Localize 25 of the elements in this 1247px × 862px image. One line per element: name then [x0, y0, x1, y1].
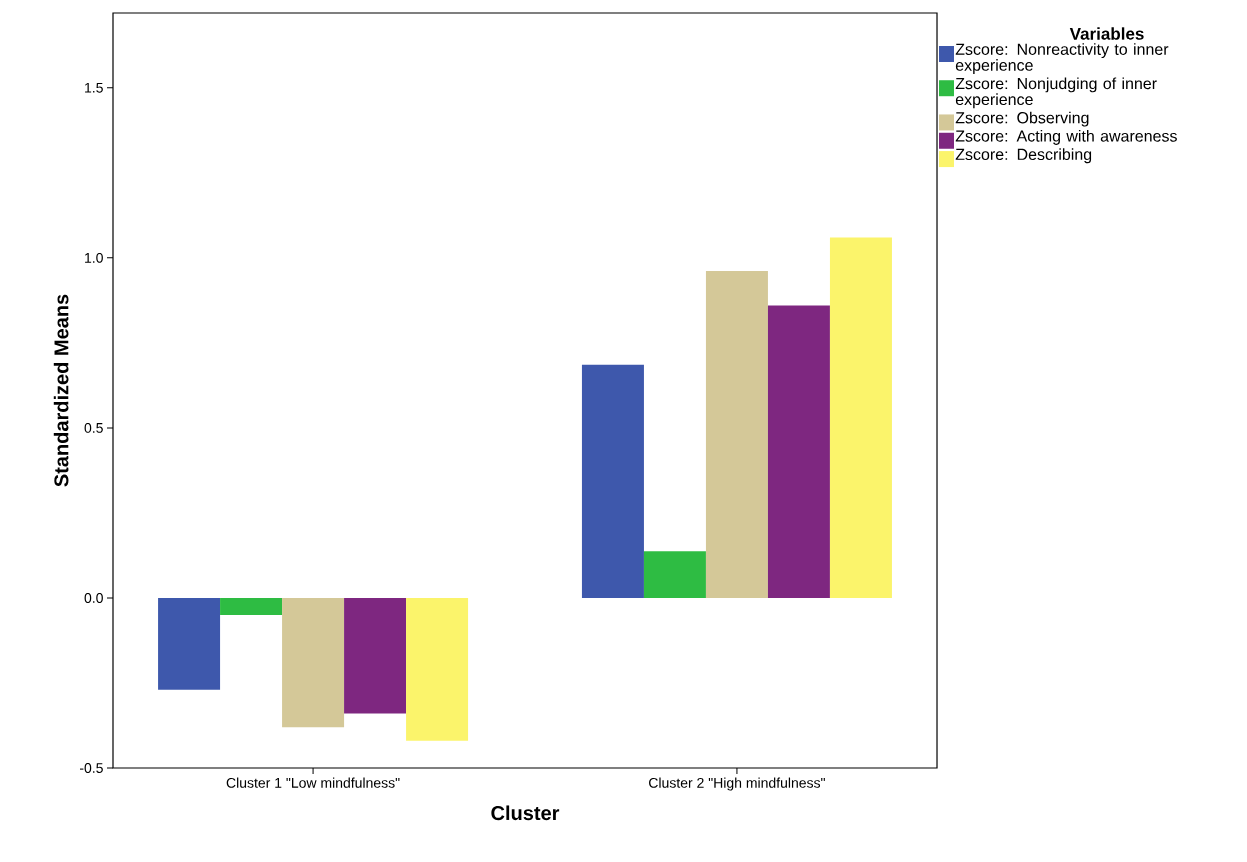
bar: [767, 305, 830, 598]
bar: [158, 597, 221, 690]
y-tick-label: 1.0: [85, 252, 103, 263]
bar: [643, 551, 706, 598]
legend-label: Zscore: Describing: [955, 148, 1092, 164]
legend-title: Variables: [1069, 27, 1144, 40]
y-axis-title: Standardized Means: [53, 294, 69, 487]
x-tick-label: Cluster 2 "High mindfulness": [649, 777, 825, 791]
y-tick-label: 1.5: [85, 82, 103, 93]
legend-label: Zscore: Observing: [955, 111, 1089, 127]
bar: [829, 237, 892, 598]
bar: [344, 597, 407, 714]
y-tick-label: -0.5: [79, 763, 103, 773]
bar: [705, 271, 768, 598]
bar: [282, 597, 345, 728]
legend-label: Zscore: Nonreactivity to inner experience: [955, 43, 1169, 75]
legend-label: Zscore: Nonjudging of inner experience: [955, 77, 1157, 109]
bar: [581, 364, 644, 598]
x-axis-title: Cluster: [491, 805, 560, 821]
bar: [406, 597, 469, 741]
bar: [220, 597, 283, 615]
x-tick-label: Cluster 1 "Low mindfulness": [226, 777, 400, 788]
legend-label: Zscore: Acting with awareness: [955, 129, 1177, 145]
y-tick-label: 0.5: [84, 422, 103, 433]
y-tick-label: 0.0: [84, 592, 103, 603]
